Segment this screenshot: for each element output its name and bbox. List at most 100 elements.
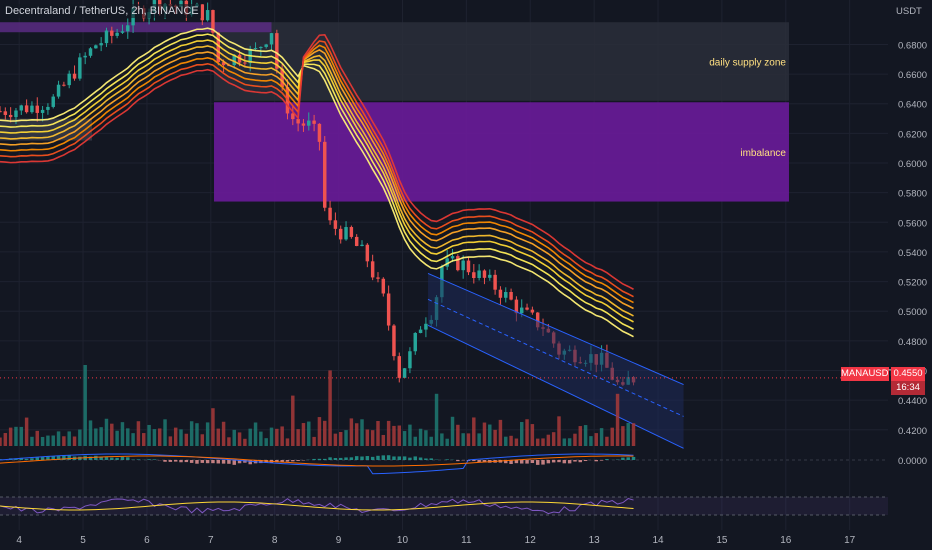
macd-histogram-bar [583,460,588,462]
candle-body [126,25,130,32]
candle-body [530,309,535,313]
price-tag-countdown: 16:34 [891,381,925,395]
volume-bar [296,429,300,446]
macd-histogram-bar [285,460,290,462]
macd-histogram-bar [19,457,24,460]
volume-bar [333,433,338,446]
volume-bar [605,436,609,446]
volume-bar [567,438,572,446]
volume-bar [424,430,428,446]
x-axis-tick-label: 15 [716,535,728,546]
y-axis-currency-label: USDT [896,6,922,17]
macd-histogram-bar [354,456,359,460]
volume-bar [573,433,577,446]
rsi-ma-line [0,501,634,511]
candle-body [291,113,295,120]
channel-upper-line [427,272,684,386]
volume-bar [8,427,13,446]
candle-body [472,272,476,278]
volume-bar [386,420,391,446]
macd-histogram-bar [317,458,322,460]
y-axis-tick-label: 0.6200 [898,129,927,140]
x-axis-tick-label: 9 [336,535,342,546]
y-axis-tick-label: 0.4800 [898,337,927,348]
x-axis-tick-label: 12 [525,535,537,546]
volume-bar [88,420,93,446]
candle-body [418,329,423,333]
macd-histogram-bar [136,459,141,460]
purple-range-box [0,22,272,33]
volume-bar [243,438,247,446]
volume-bar [317,417,322,446]
volume-bar [562,438,567,446]
candle-body [365,244,370,262]
macd-histogram-bar [211,460,215,464]
candle-body [264,44,268,47]
volume-bar [62,436,66,446]
volume-bar [126,428,130,446]
volume-bar [530,424,535,446]
macd-histogram-bar [30,458,34,460]
candle-body [328,207,332,221]
volume-bar [477,433,481,446]
macd-histogram-bar [62,455,66,460]
macd-histogram-bar [626,457,630,460]
volume-bar [24,417,29,446]
macd-histogram-bar [557,460,561,463]
macd-histogram-bar [392,456,396,460]
macd-histogram-bar [232,460,236,465]
candle-body [0,111,2,113]
volume-bar [349,418,354,446]
volume-bar [46,435,50,446]
volume-bar [365,429,370,446]
imbalance-zone-label: imbalance [740,148,786,159]
x-axis-tick-label: 14 [652,535,664,546]
candle-body [514,299,519,314]
volume-bar [189,421,194,446]
volume-bar [285,438,290,446]
macd-histogram-bar [424,458,428,460]
macd-histogram-bar [179,460,183,463]
candle-body [461,260,465,271]
volume-bar [307,421,311,446]
volume-bar [488,424,492,446]
macd-histogram-bar [338,457,343,460]
candle-body [62,84,66,86]
macd-histogram-bar [120,456,125,460]
ema-ribbon-line [0,45,634,317]
candle-body [450,256,455,259]
candle-body [56,84,61,97]
candle-body [120,31,125,33]
volume-bar [578,426,583,446]
x-axis-tick-label: 17 [844,535,856,546]
macd-histogram-bar [24,458,29,460]
candle-body [94,45,98,49]
candle-body [323,141,327,208]
channel-median-line [427,298,684,417]
price-tag-symbol: MANAUSDT [841,367,895,381]
candle-body [179,0,183,7]
volume-bar [211,408,215,446]
volume-bar [227,437,231,446]
volume-bar [466,433,471,446]
candle-body [456,256,460,271]
volume-bar [338,432,343,446]
volume-bar [631,423,636,446]
candle-body [488,274,492,278]
y-axis-tick-label: 0.6000 [898,159,927,170]
candle-body [307,120,311,126]
macd-histogram-bar [567,460,572,464]
x-axis-tick-label: 10 [397,535,409,546]
macd-histogram-bar [573,460,577,462]
y-axis-tick-label: 0.4200 [898,426,927,437]
candle-body [104,30,109,44]
volume-bar [99,427,103,446]
macd-histogram-bar [40,456,45,460]
candle-body [317,123,322,142]
volume-bar [514,438,519,446]
candle-body [360,244,364,247]
volume-bar [461,433,465,446]
volume-bar [136,421,141,446]
price-tag-price: 0.4550 [891,367,925,381]
